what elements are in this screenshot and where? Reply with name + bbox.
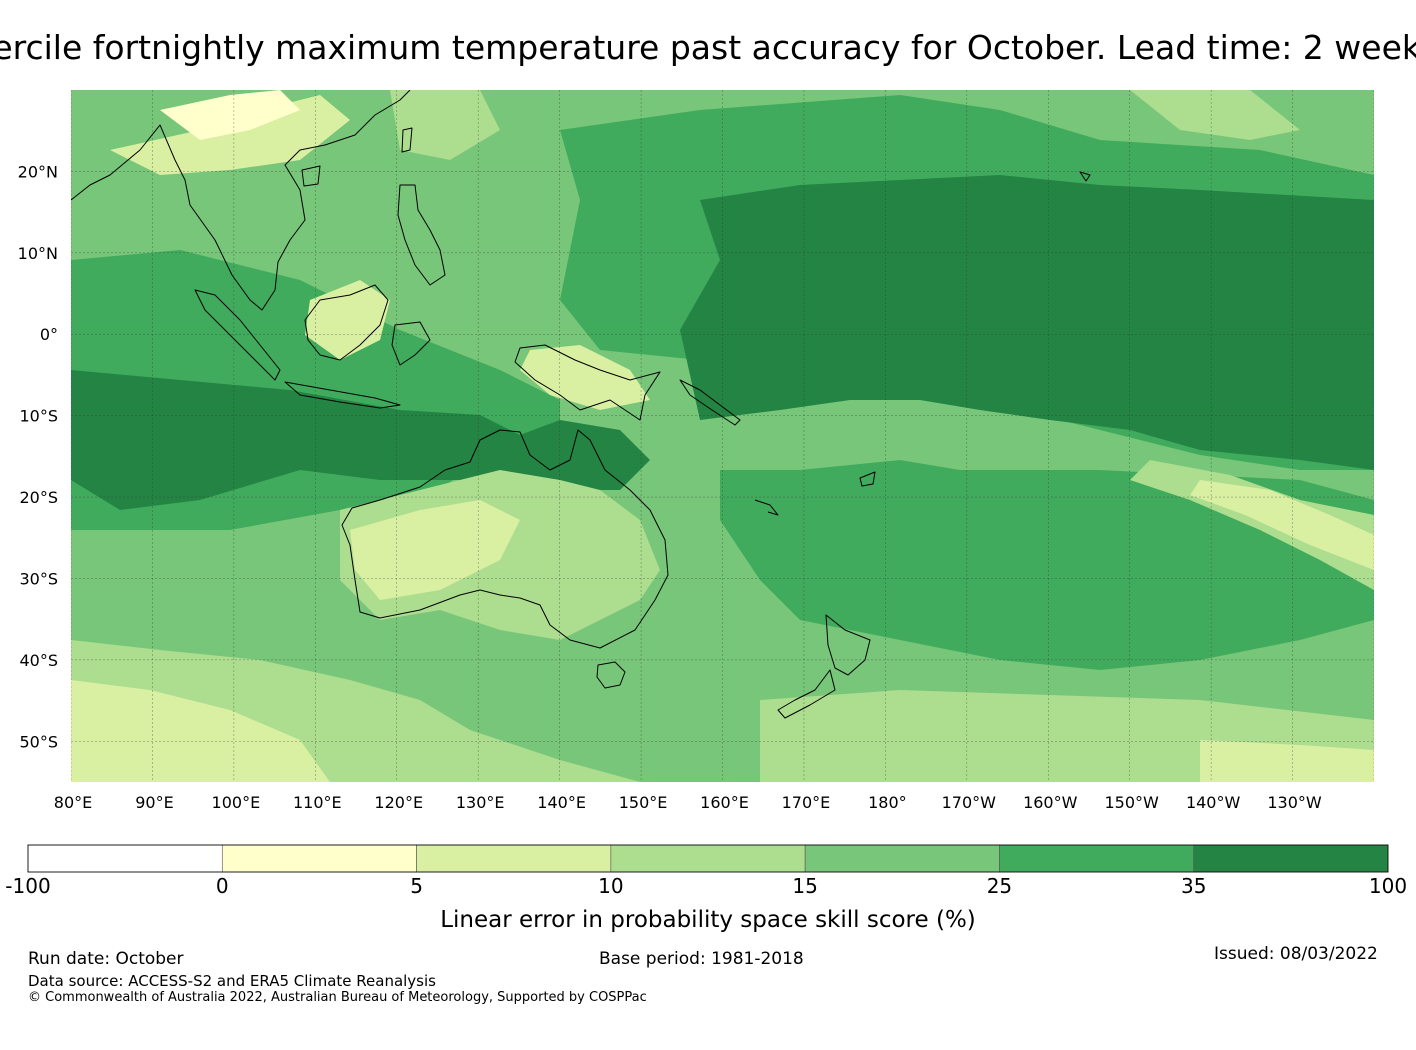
zone-southern-ocean-east-low [1200, 740, 1374, 782]
hainan-coastline [301, 165, 321, 187]
lon-tick-label: 140°W [1186, 793, 1241, 812]
run-date: Run date: October [28, 949, 184, 969]
zone-new-guinea [520, 345, 650, 410]
colorbar-tick-label: 25 [987, 874, 1012, 898]
philippines-coastline [397, 184, 446, 286]
lon-tick-label: 120°E [374, 793, 423, 812]
zone-asia-very-low [160, 90, 300, 140]
colorbar-frame [27, 844, 1389, 873]
colorbar-tick-label: 10 [598, 874, 623, 898]
colorbar-tick-label: 100 [1369, 874, 1407, 898]
lat-tick-label: 30°S [19, 569, 58, 588]
colorbar-tick-label: 15 [792, 874, 817, 898]
sumatra-coastline [194, 289, 281, 381]
lon-tick-label: 150°E [619, 793, 668, 812]
lon-tick-label: 80°E [54, 793, 92, 812]
lat-tick-label: 10°S [19, 407, 58, 426]
lon-tick-label: 160°E [700, 793, 749, 812]
zone-low-band [1130, 460, 1374, 590]
fiji-coastline [859, 471, 876, 487]
lon-tick-label: 150°W [1105, 793, 1160, 812]
lon-tick-label: 130°W [1267, 793, 1322, 812]
nz-south-island-coastline [777, 669, 836, 719]
hawaii-coastline [1079, 171, 1091, 182]
colorbar-swatch [221, 844, 417, 873]
zone-very-high-pacific [680, 175, 1374, 470]
lon-tick-label: 140°E [537, 793, 586, 812]
lat-tick-label: 20°N [18, 162, 58, 181]
asia-mainland-coastline [71, 90, 411, 311]
zone-australia-west [350, 500, 520, 600]
lat-tick-label: 0° [40, 325, 58, 344]
chart-title: Tercile fortnightly maximum temperature … [0, 28, 1416, 67]
copyright: © Commonwealth of Australia 2022, Austra… [28, 990, 647, 1005]
lon-tick-label: 160°W [1023, 793, 1078, 812]
lat-tick-label: 40°S [19, 651, 58, 670]
colorbar-title: Linear error in probability space skill … [440, 907, 976, 933]
colorbar-tick-label: -100 [5, 874, 50, 898]
lat-tick-label: 10°N [18, 244, 58, 263]
issued-date: Issued: 08/03/2022 [1214, 944, 1378, 964]
colorbar-tick-label: 5 [410, 874, 423, 898]
lon-tick-label: 170°W [942, 793, 997, 812]
colorbar-swatch [999, 844, 1195, 873]
lon-tick-label: 170°E [782, 793, 831, 812]
lon-tick-label: 100°E [212, 793, 261, 812]
latitude-tick-labels: 20°N 10°N 0° 10°S 20°S 30°S 40°S 50°S [18, 162, 58, 751]
zone-philippines-low [390, 90, 500, 160]
data-source: Data source: ACCESS-S2 and ERA5 Climate … [28, 972, 436, 990]
lon-tick-label: 90°E [135, 793, 173, 812]
nz-north-island-coastline [825, 614, 871, 676]
zone-asia-low [110, 95, 350, 175]
lat-tick-label: 20°S [19, 488, 58, 507]
colorbar-swatch [610, 844, 806, 873]
new-caledonia-coastline [754, 499, 779, 516]
colorbar-swatch [1193, 844, 1389, 873]
solomon-islands-coastline [679, 379, 741, 426]
colorbar-swatch [804, 844, 1000, 873]
lat-tick-label: 50°S [19, 732, 58, 751]
graticule [71, 90, 1374, 782]
colorbar-tick-labels: -100 0 5 10 15 25 35 100 [5, 874, 1407, 898]
base-period: Base period: 1981-2018 [599, 949, 804, 969]
colorbar-tick-label: 35 [1181, 874, 1206, 898]
new-guinea-coastline [514, 344, 661, 421]
taiwan-coastline [401, 127, 413, 153]
longitude-tick-labels: 80°E 90°E 100°E 110°E 120°E 130°E 140°E 150°E 16… [54, 793, 1322, 812]
lon-tick-label: 130°E [456, 793, 505, 812]
lon-tick-label: 180° [868, 793, 907, 812]
colorbar-swatch [27, 844, 223, 873]
australia-coastline [341, 429, 669, 649]
colorbar-swatch [416, 844, 612, 873]
zone-southern-ocean-low [71, 680, 330, 782]
tasmania-coastline [596, 661, 626, 689]
zone-borneo [305, 280, 390, 360]
zone-high-south-pacific [720, 460, 1374, 670]
coastlines [71, 90, 1091, 719]
zone-lower-band [1190, 480, 1374, 570]
lon-tick-label: 110°E [293, 793, 342, 812]
sulawesi-coastline [391, 321, 431, 366]
java-coastline [284, 381, 401, 409]
colorbar [27, 844, 1389, 873]
borneo-coastline [304, 284, 389, 361]
colorbar-tick-label: 0 [216, 874, 229, 898]
zone-north-pacific-low [1130, 90, 1300, 140]
